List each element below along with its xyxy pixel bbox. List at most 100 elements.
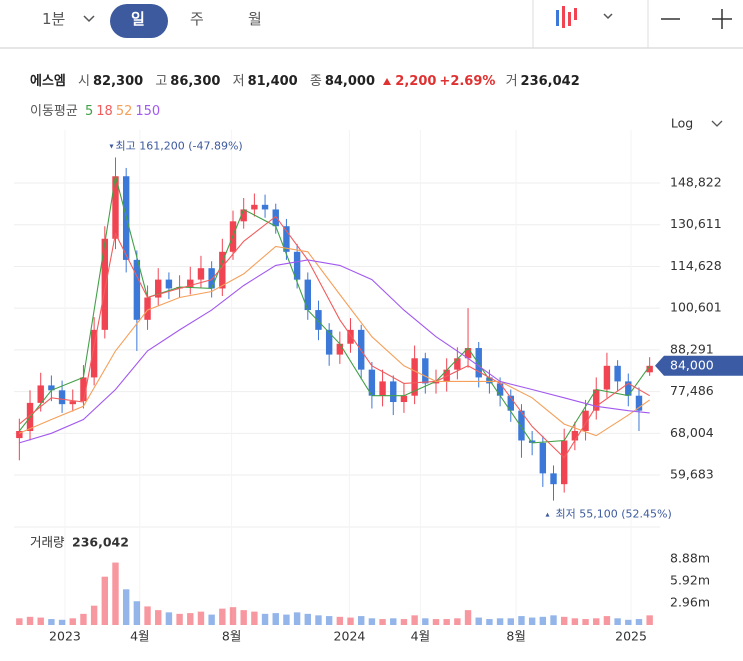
volume-bar (464, 610, 472, 625)
candle-body (101, 238, 109, 330)
volume-bar (432, 619, 440, 625)
active-tab[interactable] (110, 4, 168, 38)
volume-bar (411, 615, 418, 625)
interval-tab[interactable]: 주 (190, 10, 204, 28)
candle-body (80, 377, 87, 402)
x-tick-label: 4월 (130, 629, 149, 644)
scale-label[interactable]: Log (671, 116, 693, 131)
volume-bar (197, 611, 205, 625)
moving-average (18, 176, 651, 444)
volume-bar (48, 619, 55, 625)
min-label: 최저 55,100 (52.45%) (556, 508, 672, 521)
volume-bar (261, 613, 269, 625)
candle-body (304, 279, 311, 311)
volume-bar (58, 619, 66, 625)
candle-body (283, 226, 290, 252)
candle-body (411, 358, 418, 396)
volume-bar (507, 618, 514, 625)
volume-bar (379, 619, 386, 625)
y-tick-label: 88,291 (670, 341, 714, 356)
candle-body (390, 381, 397, 403)
volume-bar (635, 619, 643, 625)
volume-bar (122, 589, 130, 625)
candle-body (187, 279, 194, 287)
stat-value: 236,042 (520, 74, 580, 89)
volume-bar (229, 607, 237, 625)
candle-body (518, 410, 525, 441)
chevron[interactable] (603, 13, 613, 20)
legend-entry[interactable]: 18 (96, 104, 113, 119)
interval-tab[interactable]: 1분 (42, 10, 66, 28)
x-tick-label: 8월 (222, 629, 241, 644)
candle-body (603, 365, 611, 390)
candle-body (112, 176, 119, 239)
candle-body (219, 251, 226, 289)
stat-label: 시 (78, 74, 90, 89)
candle-body (347, 329, 354, 344)
candle-body (528, 440, 536, 443)
volume-bar (165, 612, 173, 625)
chevron[interactable] (711, 120, 723, 127)
volume-bar (336, 616, 344, 625)
volume-bar (528, 617, 536, 625)
candle-body (475, 348, 482, 378)
volume-bar (443, 619, 450, 625)
volume-bar (112, 562, 119, 625)
volume-bar (368, 618, 376, 625)
y-tick-label: 8.88m (670, 550, 710, 565)
volume-bar (603, 616, 611, 625)
last-price-label: 84,000 (670, 357, 714, 372)
candle-body (582, 410, 589, 432)
candle-body (155, 279, 162, 298)
volume-bar (582, 619, 589, 625)
volume-bar (518, 616, 525, 625)
candle-body (422, 358, 429, 384)
x-tick-label: 2023 (49, 629, 81, 644)
interval-tab[interactable]: 일 (131, 10, 145, 28)
candle-body (16, 431, 23, 439)
legend-entry[interactable]: 5 (84, 104, 94, 119)
candle-body (240, 209, 247, 222)
chevron[interactable] (83, 15, 95, 23)
candle-body (614, 365, 621, 382)
candle-body (539, 442, 547, 474)
y-tick-label: 130,611 (670, 216, 722, 231)
candle-body (144, 297, 151, 320)
volume-bar (358, 616, 365, 625)
volume-bar (90, 605, 98, 625)
max-label: 최고 161,200 (-47.89%) (115, 139, 242, 152)
interval-tab[interactable]: 월 (248, 10, 262, 28)
candle-body (272, 209, 279, 227)
candle-body (507, 395, 514, 411)
legend-entry[interactable]: 150 (135, 104, 161, 119)
candle-body (37, 385, 44, 403)
candle-body (315, 310, 322, 330)
volume-bar (37, 617, 44, 625)
legend: 이동평균 5 18 52 150 (30, 100, 163, 119)
volume-bar (304, 613, 311, 625)
stat-value: 81,400 (247, 74, 298, 89)
volume-bar (315, 615, 322, 625)
stat-label: 고 (155, 74, 168, 89)
legend-entry[interactable]: 52 (115, 104, 133, 119)
y-tick-label: 100,601 (670, 300, 722, 315)
moving-average (19, 259, 650, 444)
y-tick-label: 77,486 (670, 383, 714, 398)
volume-current: 236,042 (72, 535, 129, 550)
candle-body (58, 390, 66, 405)
candle-body (646, 365, 653, 373)
y-tick-label: 59,683 (670, 467, 714, 482)
candle-body (293, 251, 301, 280)
candle-body (454, 358, 461, 370)
candle-body (261, 204, 269, 210)
zoom-in[interactable] (712, 9, 732, 29)
y-tick-label: 114,628 (670, 258, 722, 273)
volume-title: 거래량 (30, 535, 65, 550)
x-tick-label: 4월 (411, 629, 430, 644)
volume-bar (283, 614, 290, 625)
chart-type-icon[interactable] (556, 6, 577, 28)
volume-bar (486, 619, 493, 625)
volume-bar (26, 616, 34, 625)
candle-body (464, 348, 472, 359)
